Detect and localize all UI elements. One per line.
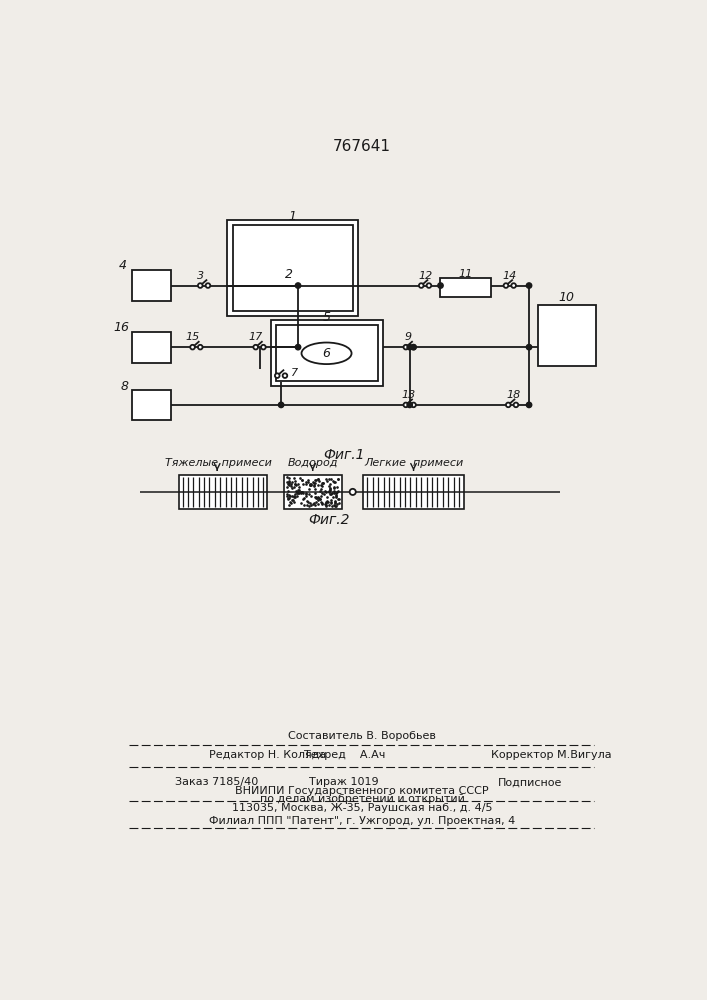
Circle shape	[190, 345, 195, 349]
Circle shape	[279, 402, 284, 408]
Text: 2: 2	[285, 267, 293, 280]
Circle shape	[503, 283, 508, 288]
Text: 9: 9	[404, 332, 411, 342]
Bar	[132, 332, 171, 363]
Bar	[132, 390, 171, 420]
Text: 113035, Москва, Ж-35, Раушская наб., д. 4/5: 113035, Москва, Ж-35, Раушская наб., д. …	[232, 803, 492, 813]
Text: Тяжелые примеси: Тяжелые примеси	[165, 458, 272, 468]
Text: 6: 6	[322, 347, 331, 360]
Text: 8: 8	[121, 380, 129, 393]
Text: Заказ 7185/40: Заказ 7185/40	[175, 777, 258, 787]
Text: 767641: 767641	[333, 139, 391, 154]
Bar	[276, 325, 378, 381]
Circle shape	[253, 345, 258, 349]
Circle shape	[198, 345, 203, 349]
Text: Водород: Водород	[288, 458, 338, 468]
Text: Фиг.2: Фиг.2	[308, 513, 349, 527]
Circle shape	[407, 344, 412, 350]
Text: Редактор Н. Коляда: Редактор Н. Коляда	[209, 750, 327, 760]
Text: Техред    А.Ач: Техред А.Ач	[303, 750, 385, 760]
Text: 10: 10	[559, 291, 575, 304]
Text: 12: 12	[418, 271, 432, 281]
Text: 7: 7	[291, 368, 298, 378]
Text: Фиг.1: Фиг.1	[324, 448, 365, 462]
Circle shape	[511, 283, 516, 288]
Circle shape	[206, 283, 210, 288]
Circle shape	[411, 403, 416, 407]
Bar	[440, 278, 491, 297]
Text: 15: 15	[185, 332, 199, 342]
Bar	[227, 220, 358, 316]
Text: 17: 17	[249, 332, 263, 342]
Circle shape	[419, 283, 423, 288]
Circle shape	[438, 283, 443, 288]
Text: 13: 13	[401, 390, 415, 400]
Circle shape	[407, 402, 412, 408]
Circle shape	[526, 283, 532, 288]
Bar	[271, 320, 382, 386]
Text: 14: 14	[503, 271, 517, 281]
Text: Филиал ППП "Патент", г. Ужгород, ул. Проектная, 4: Филиал ППП "Патент", г. Ужгород, ул. Про…	[209, 816, 515, 826]
Text: 4: 4	[119, 259, 127, 272]
Text: ВНИИПИ Государственного комитета СССР: ВНИИПИ Государственного комитета СССР	[235, 786, 489, 796]
Text: Составитель В. Воробьев: Составитель В. Воробьев	[288, 731, 436, 741]
Text: 11: 11	[458, 269, 472, 279]
Text: Корректор М.Вигула: Корректор М.Вигула	[491, 750, 611, 760]
Circle shape	[506, 403, 510, 407]
Bar	[538, 305, 596, 366]
Circle shape	[411, 344, 416, 350]
Circle shape	[526, 344, 532, 350]
Text: Тираж 1019: Тираж 1019	[310, 777, 379, 787]
Text: 18: 18	[506, 390, 521, 400]
Circle shape	[296, 344, 300, 350]
Text: 3: 3	[197, 271, 204, 281]
Text: 1: 1	[288, 210, 297, 223]
Circle shape	[275, 373, 279, 378]
Circle shape	[404, 345, 408, 349]
Text: Подписное: Подписное	[498, 777, 563, 787]
Bar	[179, 475, 267, 509]
Bar	[132, 270, 171, 301]
Text: 16: 16	[113, 321, 129, 334]
Circle shape	[350, 489, 356, 495]
Circle shape	[283, 373, 287, 378]
Bar	[363, 475, 464, 509]
Bar	[284, 475, 342, 509]
Circle shape	[404, 403, 408, 407]
Ellipse shape	[301, 343, 351, 364]
Circle shape	[526, 402, 532, 408]
Circle shape	[198, 283, 203, 288]
Text: Легкие  примеси: Легкие примеси	[364, 458, 463, 468]
Text: 5: 5	[322, 311, 331, 324]
Text: по делам изобретений и открытий: по делам изобретений и открытий	[259, 794, 464, 804]
Circle shape	[411, 345, 416, 349]
Circle shape	[261, 345, 266, 349]
Circle shape	[514, 403, 518, 407]
Circle shape	[296, 283, 300, 288]
Circle shape	[426, 283, 431, 288]
Bar	[233, 225, 353, 311]
